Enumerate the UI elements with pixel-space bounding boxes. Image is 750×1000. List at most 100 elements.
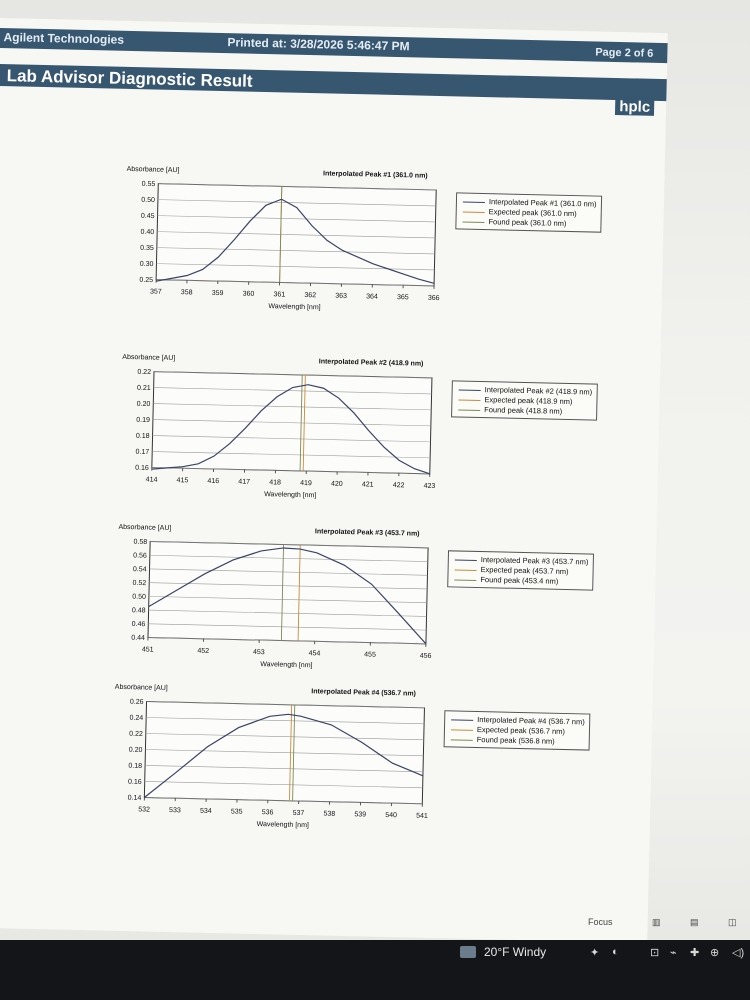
x-tick-label: 363 bbox=[335, 293, 347, 300]
tray-app-icon-2[interactable]: ◐ bbox=[612, 946, 619, 958]
x-tick-label: 453 bbox=[253, 649, 265, 656]
y-tick-label: 0.46 bbox=[132, 621, 146, 628]
grid-line-y bbox=[145, 765, 424, 773]
x-tick-label: 364 bbox=[366, 293, 378, 300]
legend-swatch bbox=[454, 579, 477, 581]
legend: Interpolated Peak #1 (361.0 nm) Expected … bbox=[455, 192, 602, 233]
x-tick-label: 533 bbox=[169, 807, 181, 814]
legend: Interpolated Peak #3 (453.7 nm) Expected … bbox=[447, 550, 594, 591]
x-tick-label: 416 bbox=[207, 478, 219, 485]
y-tick-label: 0.18 bbox=[128, 763, 142, 770]
chart-peak-2: Interpolated Peak #2 (418.9 nm) Absorbanc… bbox=[109, 339, 653, 521]
x-axis-label: Wavelength [nm] bbox=[268, 303, 320, 311]
x-tick-label: 415 bbox=[177, 477, 189, 484]
grid-line-y bbox=[157, 231, 436, 239]
x-tick-label: 365 bbox=[397, 294, 409, 301]
x-axis-label: Wavelength [nm] bbox=[257, 821, 309, 829]
tray-app-icon-3[interactable]: ✚ bbox=[690, 947, 700, 959]
x-tick-label: 532 bbox=[138, 806, 150, 813]
report-title-bar: Lab Advisor Diagnostic Result hplc bbox=[0, 63, 667, 116]
legend-swatch bbox=[458, 409, 481, 411]
series-line bbox=[148, 547, 427, 645]
grid-line-y bbox=[152, 451, 431, 459]
chart-title: Interpolated Peak #4 (536.7 nm) bbox=[311, 688, 416, 697]
y-tick-label: 0.45 bbox=[141, 213, 155, 220]
y-tick-label: 0.14 bbox=[128, 795, 142, 802]
x-tick-label: 423 bbox=[424, 483, 436, 490]
legend-entry: Found peak (418.8 nm) bbox=[456, 404, 592, 417]
legend-swatch bbox=[454, 569, 477, 571]
report-page: Agilent Technologies Printed at: 3/28/20… bbox=[0, 18, 668, 943]
x-tick-label: 451 bbox=[142, 646, 154, 653]
grid-line-y bbox=[156, 279, 435, 287]
legend-swatch bbox=[451, 719, 474, 721]
legend-label: Found peak (418.8 nm) bbox=[484, 405, 563, 416]
focus-button[interactable]: Focus bbox=[588, 917, 613, 927]
weather-icon[interactable] bbox=[460, 946, 476, 958]
legend-swatch bbox=[458, 399, 481, 401]
x-tick-label: 540 bbox=[385, 812, 397, 819]
legend-label: Found peak (361.0 nm) bbox=[488, 217, 567, 228]
y-tick-label: 0.44 bbox=[131, 635, 145, 642]
x-tick-label: 538 bbox=[323, 811, 335, 818]
grid-line-y bbox=[157, 215, 436, 223]
chart-peak-4-svg: Interpolated Peak #4 (536.7 nm) Absorbanc… bbox=[115, 684, 428, 829]
x-tick-label: 541 bbox=[416, 813, 428, 820]
web-layout-icon[interactable]: ◫ bbox=[728, 917, 737, 927]
y-tick-label: 0.56 bbox=[133, 552, 147, 559]
grid-line-y bbox=[152, 435, 431, 443]
expected-peak-marker bbox=[297, 544, 301, 641]
legend-entry: Found peak (453.4 nm) bbox=[452, 574, 588, 587]
x-tick-label: 362 bbox=[304, 292, 316, 299]
x-tick-label: 419 bbox=[300, 480, 312, 487]
chart-peak-4: Interpolated Peak #4 (536.7 nm) Absorbanc… bbox=[101, 669, 645, 851]
y-tick-label: 0.19 bbox=[136, 417, 150, 424]
grid-line-y bbox=[151, 467, 430, 475]
x-tick-label: 357 bbox=[150, 288, 162, 295]
grid-line-y bbox=[152, 419, 431, 427]
globe-icon[interactable]: ⊕ bbox=[710, 947, 720, 959]
x-tick-label: 534 bbox=[200, 808, 212, 815]
y-tick-label: 0.30 bbox=[140, 261, 154, 268]
grid-line-y bbox=[146, 701, 425, 709]
found-peak-marker bbox=[280, 544, 285, 641]
company-name: Agilent Technologies bbox=[3, 30, 125, 47]
grid-line-y bbox=[145, 733, 424, 741]
tray-overflow-icon[interactable]: ⊡ bbox=[650, 947, 660, 959]
found-peak-marker bbox=[279, 186, 283, 283]
x-tick-label: 454 bbox=[309, 650, 321, 657]
tray-network-icon[interactable]: ⌁ bbox=[670, 947, 677, 959]
chart-title: Interpolated Peak #2 (418.9 nm) bbox=[319, 358, 424, 367]
legend-swatch bbox=[462, 221, 485, 224]
y-tick-label: 0.55 bbox=[142, 181, 156, 188]
grid-line-y bbox=[158, 183, 437, 191]
x-tick-label: 359 bbox=[212, 290, 224, 297]
y-tick-label: 0.22 bbox=[129, 731, 143, 738]
y-tick-label: 0.20 bbox=[129, 747, 143, 754]
module-label: hplc bbox=[615, 97, 655, 116]
x-tick-label: 361 bbox=[273, 291, 285, 298]
weather-widget[interactable]: 20°F Windy bbox=[484, 945, 547, 959]
series-line bbox=[155, 198, 435, 284]
legend-swatch bbox=[454, 559, 477, 561]
tray-app-icon[interactable]: ✦ bbox=[590, 947, 600, 959]
taskbar: 20°F Windy ✦ ◐ ⊡ ⌁ ✚ ⊕ ◁) bbox=[0, 940, 750, 1000]
x-tick-label: 455 bbox=[364, 651, 376, 658]
x-tick-label: 537 bbox=[293, 810, 305, 817]
grid-line-y bbox=[150, 541, 429, 549]
read-mode-icon[interactable]: ▥ bbox=[652, 917, 661, 927]
volume-icon[interactable]: ◁) bbox=[732, 947, 745, 959]
grid-line-y bbox=[154, 371, 432, 379]
legend-swatch bbox=[450, 739, 473, 741]
focus-bar: Focus ▥ ▤ ◫ bbox=[580, 915, 750, 933]
print-layout-icon[interactable]: ▤ bbox=[690, 917, 699, 927]
y-tick-label: 0.24 bbox=[129, 715, 143, 722]
x-tick-label: 536 bbox=[262, 809, 274, 816]
y-axis-label: Absorbance [AU] bbox=[127, 166, 180, 174]
y-tick-label: 0.50 bbox=[132, 594, 146, 601]
chart-peak-2-svg: Interpolated Peak #2 (418.9 nm) Absorbanc… bbox=[122, 354, 436, 499]
x-tick-label: 422 bbox=[393, 482, 405, 489]
series-line bbox=[143, 713, 424, 798]
grid-line-y bbox=[149, 568, 428, 576]
